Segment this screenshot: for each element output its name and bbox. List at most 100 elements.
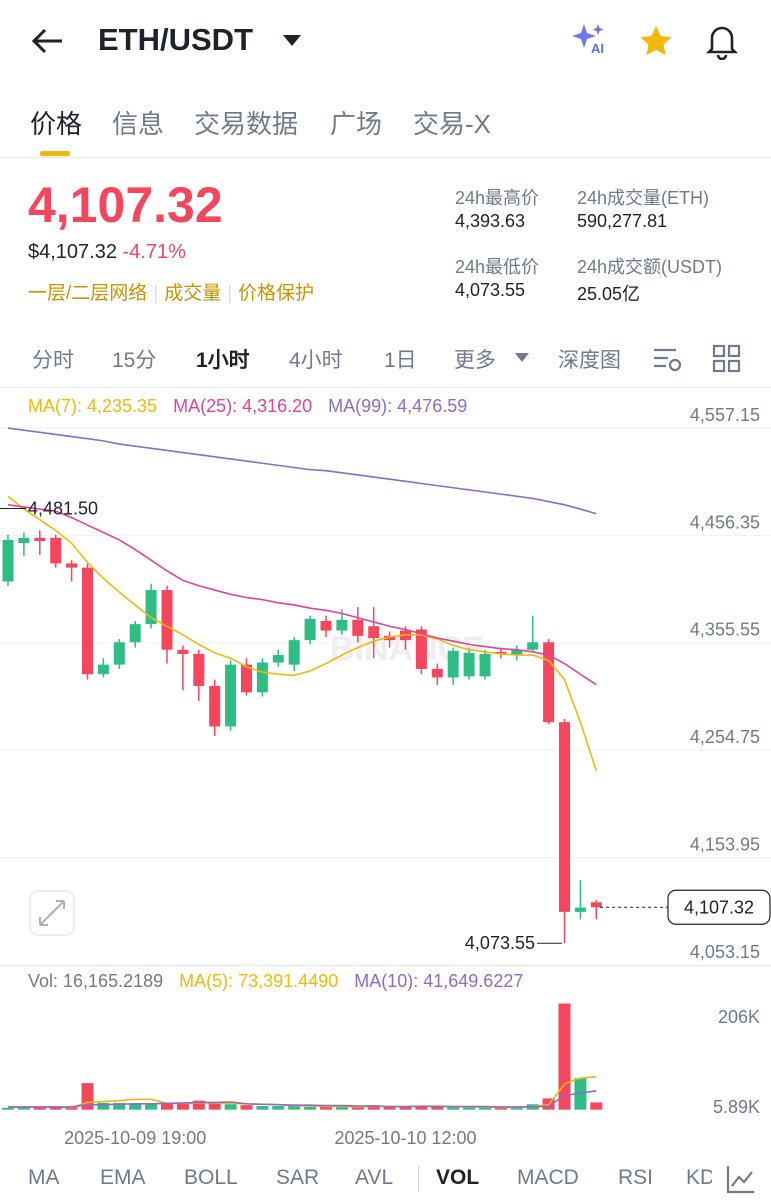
- candle-body: [50, 537, 62, 564]
- usd-price: $4,107.32: [28, 241, 117, 263]
- candle-body: [336, 619, 348, 631]
- indicator-tab[interactable]: MA: [28, 1166, 60, 1189]
- candle-body: [574, 907, 586, 912]
- volume-bar: [192, 1100, 205, 1110]
- favorite-star[interactable]: [638, 24, 674, 58]
- candle-body: [129, 624, 141, 643]
- candle-body: [415, 629, 427, 669]
- current-price-label: 4,107.32: [684, 897, 754, 917]
- volume-ma-line: [8, 1090, 597, 1108]
- candle-body: [113, 642, 125, 665]
- tag-link[interactable]: 一层/二层网络: [28, 283, 148, 304]
- tab[interactable]: 价格: [30, 109, 83, 139]
- indicator-tab[interactable]: SAR: [276, 1166, 320, 1189]
- interval[interactable]: 更多: [454, 349, 496, 372]
- volume-bar: [431, 1106, 444, 1110]
- volume-bar: [208, 1102, 221, 1110]
- ma-line: [7, 495, 598, 772]
- indicator-tab[interactable]: RSI: [618, 1166, 654, 1189]
- interval[interactable]: 1日: [384, 349, 417, 372]
- interval[interactable]: 深度图: [558, 349, 621, 372]
- indicator-tab[interactable]: MACD: [517, 1166, 579, 1189]
- tab[interactable]: 交易数据: [194, 109, 299, 139]
- volume-bar: [256, 1106, 269, 1110]
- volume-bar: [494, 1107, 507, 1110]
- pair-dropdown[interactable]: [282, 34, 302, 48]
- candle-body: [193, 653, 205, 686]
- volume-bar: [49, 1106, 62, 1110]
- stat-label: 24h最高价: [455, 188, 540, 208]
- ma-legend: MA(25): 4,316.20: [173, 396, 312, 416]
- candle-body: [590, 902, 602, 908]
- stat-label: 24h最低价: [455, 257, 540, 277]
- volume-bar: [288, 1106, 301, 1110]
- indicator-tab[interactable]: EMA: [100, 1166, 146, 1189]
- kline-chart: BINANCE4,557.154,456.354,355.554,254.754…: [0, 396, 771, 1148]
- y-tick-label: 4,053.15: [690, 942, 760, 962]
- candle-body: [82, 567, 93, 675]
- candle-body: [161, 590, 173, 650]
- volume-bar: [510, 1106, 523, 1110]
- last-price: 4,107.32: [28, 177, 223, 233]
- indicator-tab[interactable]: KD: [686, 1166, 716, 1189]
- stat-value: 4,073.55: [455, 280, 526, 300]
- volume-ma-legend: MA(5): 73,391.4490: [179, 971, 338, 991]
- candle-body: [2, 539, 14, 582]
- stat-label: 24h成交量(ETH): [577, 188, 710, 208]
- interval[interactable]: 4小时: [289, 349, 343, 372]
- high-marker-label: 4,481.50: [28, 499, 98, 519]
- candle-body: [272, 655, 284, 663]
- candle-body: [384, 635, 396, 641]
- pair-title[interactable]: ETH/USDT: [98, 22, 253, 57]
- candle-body: [34, 537, 46, 542]
- indicator-tab[interactable]: VOL: [436, 1166, 480, 1189]
- tab[interactable]: 信息: [112, 109, 165, 139]
- candle-body: [304, 618, 316, 641]
- settings-icon[interactable]: [652, 344, 684, 374]
- volume-bar: [415, 1106, 428, 1110]
- volume-bar: [383, 1106, 396, 1110]
- bell-icon[interactable]: [704, 22, 740, 60]
- volume-bar: [304, 1106, 317, 1110]
- volume-bar: [558, 1003, 571, 1110]
- candle-body: [97, 664, 109, 675]
- stat-value: 4,393.63: [455, 211, 526, 231]
- indicator-tab[interactable]: AVL: [355, 1166, 394, 1189]
- tag-link[interactable]: 成交量: [164, 283, 222, 304]
- candle-body: [241, 664, 252, 693]
- divider: [418, 1166, 419, 1192]
- back-arrow[interactable]: [30, 26, 66, 56]
- candle-body: [527, 642, 539, 650]
- expand-icon: [39, 900, 65, 926]
- y-tick-label: 4,355.55: [690, 620, 760, 640]
- ai-badge: AI: [591, 41, 604, 56]
- y-tick-label: 4,456.35: [690, 512, 760, 532]
- volume-bar: [113, 1102, 126, 1110]
- volume-bar: [367, 1105, 380, 1110]
- layout-icon[interactable]: [712, 344, 742, 374]
- ai-icon[interactable]: AI: [570, 22, 610, 58]
- interval[interactable]: 分时: [32, 349, 74, 372]
- divider: [0, 387, 771, 388]
- tag-link[interactable]: 价格保护: [238, 283, 315, 304]
- volume-bar: [574, 1078, 587, 1110]
- volume-bar: [224, 1104, 237, 1110]
- chart-icon[interactable]: [726, 1164, 756, 1194]
- ma-legend: MA(7): 4,235.35: [28, 396, 157, 416]
- candle-body: [256, 662, 268, 693]
- tab[interactable]: 广场: [330, 109, 383, 139]
- volume-bar: [97, 1102, 110, 1110]
- indicator-tab[interactable]: BOLL: [184, 1166, 238, 1189]
- interval[interactable]: 15分: [112, 349, 157, 372]
- volume-bar: [399, 1106, 412, 1110]
- tab[interactable]: 交易-X: [413, 109, 492, 139]
- volume-bar: [351, 1107, 364, 1110]
- tab-underline: [40, 151, 70, 156]
- candle-body: [66, 563, 78, 568]
- volume-bar: [240, 1105, 253, 1110]
- candle-body: [463, 652, 475, 677]
- divider: [0, 157, 771, 158]
- interval[interactable]: 1小时: [196, 349, 250, 372]
- volume-legend: Vol: 16,165.2189: [28, 971, 163, 991]
